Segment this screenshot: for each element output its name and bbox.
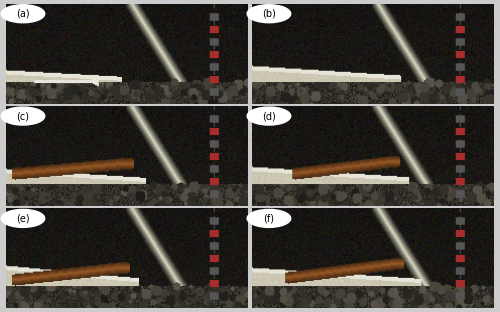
Text: (f): (f) — [264, 213, 274, 223]
Circle shape — [247, 107, 290, 125]
Text: (a): (a) — [16, 9, 30, 19]
Circle shape — [1, 209, 44, 227]
Circle shape — [1, 5, 44, 23]
Text: (d): (d) — [262, 111, 276, 121]
Circle shape — [247, 5, 290, 23]
Text: (c): (c) — [16, 111, 30, 121]
Circle shape — [1, 107, 44, 125]
Circle shape — [247, 209, 290, 227]
Text: (e): (e) — [16, 213, 30, 223]
Text: (b): (b) — [262, 9, 276, 19]
